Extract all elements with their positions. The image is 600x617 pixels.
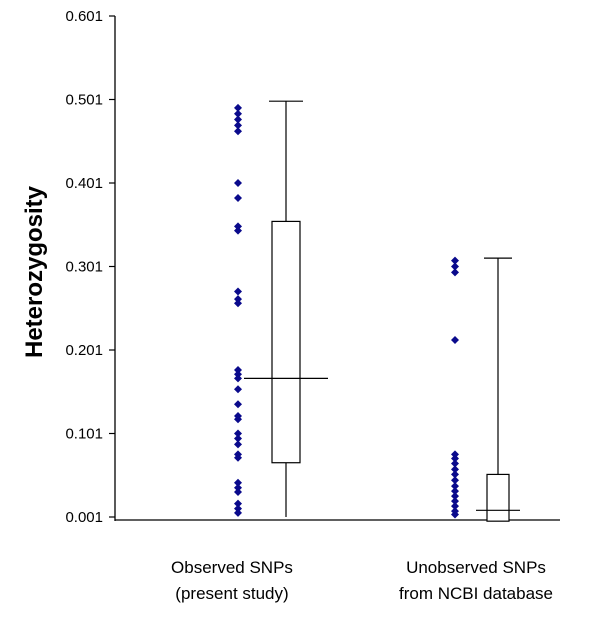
y-tick-label: 0.001 [65, 509, 103, 526]
y-tick-label: 0.201 [65, 342, 103, 359]
category-label: Unobserved SNPs from NCBI database [399, 558, 553, 603]
data-point [234, 429, 242, 438]
data-point [451, 262, 459, 271]
data-point [234, 287, 242, 296]
category-labels: Observed SNPs (present study) Unobserved S… [171, 558, 553, 603]
y-tick-label: 0.301 [65, 259, 103, 276]
data-point [234, 487, 242, 496]
data-point [234, 103, 242, 112]
data-point [234, 434, 242, 443]
data-point [451, 454, 459, 463]
data-point [451, 482, 459, 491]
data-point [451, 487, 459, 496]
data-point [234, 453, 242, 462]
data-point [451, 335, 459, 344]
data-point [234, 295, 242, 304]
data-point [234, 222, 242, 231]
y-axis-ticks: 0.601 0.501 0.401 0.301 0.201 0.101 0.001 [65, 8, 115, 526]
data-point [234, 226, 242, 235]
data-point [451, 465, 459, 474]
y-tick-label: 0.501 [65, 92, 103, 109]
data-point [234, 194, 242, 203]
category-label: Observed SNPs (present study) [171, 558, 293, 603]
data-point [234, 370, 242, 379]
box-iqr [271, 220, 301, 464]
y-tick-label: 0.101 [65, 426, 103, 443]
data-point [234, 400, 242, 409]
data-points [234, 103, 459, 519]
data-point [451, 476, 459, 485]
data-point [234, 499, 242, 508]
data-point [234, 179, 242, 187]
data-point [234, 415, 242, 424]
data-point [234, 508, 242, 517]
data-point [234, 109, 242, 118]
data-point [234, 385, 242, 394]
data-point [234, 127, 242, 136]
data-point [451, 492, 459, 501]
data-point [451, 459, 459, 468]
box-plot [244, 100, 328, 517]
y-axis-title: Heterozygosity [21, 185, 48, 358]
y-tick-label: 0.401 [65, 175, 103, 192]
data-point [451, 450, 459, 459]
data-point [234, 483, 242, 492]
box-plots [244, 100, 520, 522]
data-point [234, 504, 242, 513]
data-point [451, 256, 459, 265]
data-point [451, 497, 459, 506]
data-point [234, 115, 242, 124]
data-point [451, 502, 459, 511]
data-point [451, 510, 459, 519]
box-plot [476, 257, 520, 522]
data-point [451, 470, 459, 479]
data-point [234, 121, 242, 130]
axes [114, 16, 560, 521]
y-tick-label: 0.601 [65, 8, 103, 25]
data-point [234, 440, 242, 449]
data-point [234, 366, 242, 375]
data-point [234, 478, 242, 487]
box-iqr [486, 473, 510, 522]
data-point [234, 374, 242, 383]
data-point [451, 268, 459, 277]
data-point [234, 299, 242, 308]
